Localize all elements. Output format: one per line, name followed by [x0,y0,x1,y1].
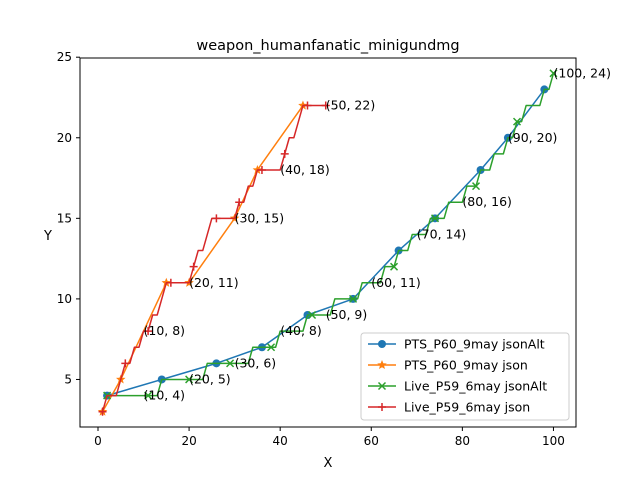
data-point [280,149,289,158]
data-point [349,294,358,303]
data-point [267,343,276,352]
annotation-label: (10, 4) [144,388,186,403]
data-point [431,214,440,223]
annotation-label: (60, 11) [371,275,421,290]
data-point [390,262,399,271]
plot-frame [79,57,577,428]
annotation-label: (100, 24) [554,65,611,80]
series-2 [103,69,558,400]
data-point [189,262,198,271]
data-point [549,69,558,78]
y-tick-label: 15 [57,211,72,225]
data-point [212,214,221,223]
x-tick-label: 100 [542,434,565,448]
legend-entry: Live_P59_6may jsonAlt [368,379,547,394]
y-tick-label: 20 [57,131,72,145]
data-point [321,101,330,110]
legend-entry: PTS_P60_9may json [368,358,528,373]
data-point [257,165,266,174]
annotation-label: (50, 9) [326,307,368,322]
annotation-label: (40, 8) [280,323,322,338]
data-point [166,278,175,287]
annotation-label: (30, 6) [235,355,277,370]
annotation-label: (90, 20) [508,130,558,145]
y-tick-label: 5 [64,372,72,386]
annotation-label: (30, 15) [235,210,285,225]
y-tick-label: 25 [57,50,72,64]
annotation-label: (10, 8) [144,323,186,338]
legend-entry: PTS_P60_9may jsonAlt [368,337,545,352]
annotation-label: (20, 11) [189,275,239,290]
y-axis: 5 10 15 20 25 [57,50,80,386]
data-point [98,407,107,416]
series-line [107,73,555,397]
data-point [512,117,522,126]
legend-marker [377,381,387,391]
legend-label: PTS_P60_9may jsonAlt [404,337,545,352]
annotation-label: (40, 18) [280,162,330,177]
data-point [303,101,312,110]
annotation-label: (70, 14) [417,226,467,241]
data-point [144,327,153,336]
legend-marker [378,403,386,411]
x-tick-label: 0 [94,434,102,448]
legend-label: Live_P59_6may json [404,400,530,415]
annotation-layer: (10, 4) (10, 8) (20, 5) (20, 11) (30, 6) (30,… [144,65,611,402]
x-tick-label: 60 [364,434,379,448]
legend-marker [377,360,387,370]
data-point [235,198,244,207]
annotation-label: (80, 16) [462,194,512,209]
data-point [308,310,317,320]
y-axis-label: Y [43,229,52,244]
data-point [121,359,130,368]
data-point [144,391,153,400]
annotation-label: (20, 5) [189,372,231,387]
data-point [185,375,194,384]
data-point [226,359,235,368]
legend-label: PTS_P60_9may json [404,358,528,373]
x-tick-label: 20 [181,434,196,448]
x-axis-label: X [324,456,333,471]
annotation-label: (50, 22) [326,98,376,113]
legend: PTS_P60_9may jsonAlt PTS_P60_9may json Liv… [360,332,570,421]
data-point [471,182,481,191]
series-layer [97,69,558,416]
legend-entry: Live_P59_6may json [368,400,530,415]
x-tick-label: 80 [455,434,470,448]
x-axis: 0 20 40 60 80 100 [94,427,565,448]
series-3 [98,101,330,416]
legend-box [360,332,570,421]
legend-label: Live_P59_6may jsonAlt [404,379,547,394]
legend-marker [378,340,386,348]
x-tick-label: 40 [273,434,288,448]
y-tick-label: 10 [57,292,72,306]
chart-title: weapon_humanfanatic_minigundmg [196,38,459,54]
